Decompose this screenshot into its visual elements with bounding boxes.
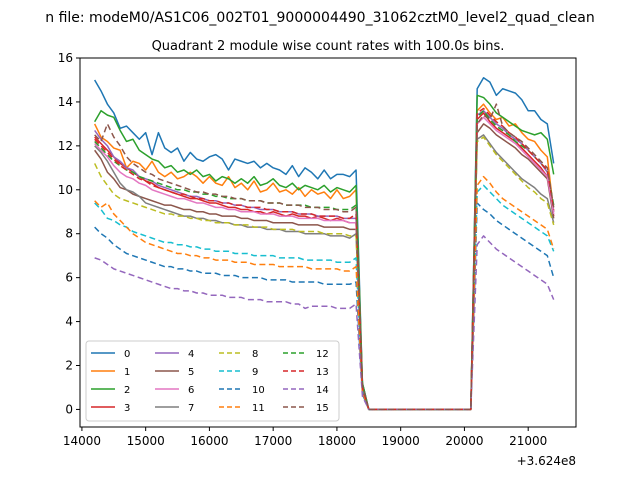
y-tick-label-6: 12 xyxy=(58,139,73,153)
legend-label-4: 4 xyxy=(188,349,194,360)
y-tick-label-8: 16 xyxy=(58,51,73,65)
y-tick-label-0: 0 xyxy=(65,402,73,416)
x-tick-label-0: 14000 xyxy=(63,434,101,448)
series-line-2 xyxy=(94,94,555,411)
legend-label-15: 15 xyxy=(316,403,329,414)
legend-label-12: 12 xyxy=(316,349,329,360)
series-line-0 xyxy=(94,77,555,411)
x-tick-label-5: 19000 xyxy=(382,434,420,448)
y-tick-label-2: 4 xyxy=(65,315,73,329)
legend-label-5: 5 xyxy=(188,367,194,378)
series-line-14 xyxy=(94,235,555,411)
legend-label-8: 8 xyxy=(252,349,258,360)
chart-suptitle: n file: modeM0/AS1C06_002T01_9000004490_… xyxy=(45,10,594,26)
axis-ticks: 14000 15000 16000 17000 18000 19000 20000 21000… xyxy=(58,51,548,448)
legend-label-11: 11 xyxy=(252,403,265,414)
y-tick-label-3: 6 xyxy=(65,271,73,285)
y-tick-label-4: 8 xyxy=(65,227,73,241)
series-line-15 xyxy=(94,103,555,411)
x-tick-label-1: 15000 xyxy=(127,434,165,448)
x-tick-label-7: 21000 xyxy=(509,434,547,448)
series-line-13 xyxy=(94,107,555,411)
x-tick-label-4: 18000 xyxy=(318,434,356,448)
axes-frame xyxy=(79,57,577,428)
x-tick-label-3: 17000 xyxy=(254,434,292,448)
plot-area xyxy=(93,77,555,411)
y-tick-label-1: 2 xyxy=(65,359,73,373)
legend-label-14: 14 xyxy=(316,385,329,396)
legend-label-13: 13 xyxy=(316,367,329,378)
legend-label-9: 9 xyxy=(252,367,258,378)
x-tick-label-2: 16000 xyxy=(190,434,228,448)
legend-label-3: 3 xyxy=(124,403,130,414)
y-tick-label-5: 10 xyxy=(58,183,73,197)
legend-label-10: 10 xyxy=(252,385,265,396)
x-axis-offset-label: +3.624e8 xyxy=(517,454,576,468)
legend-label-1: 1 xyxy=(124,367,130,378)
legend-box xyxy=(85,340,340,422)
x-tick-label-6: 20000 xyxy=(445,434,483,448)
chart-title: Quadrant 2 module wise count rates with … xyxy=(152,39,505,54)
series-line-12 xyxy=(94,109,555,411)
legend-label-7: 7 xyxy=(188,403,194,414)
y-tick-label-7: 14 xyxy=(58,95,73,109)
series-line-11 xyxy=(94,175,555,411)
legend-label-0: 0 xyxy=(124,349,130,360)
legend-label-2: 2 xyxy=(124,385,130,396)
legend-label-6: 6 xyxy=(188,385,194,396)
